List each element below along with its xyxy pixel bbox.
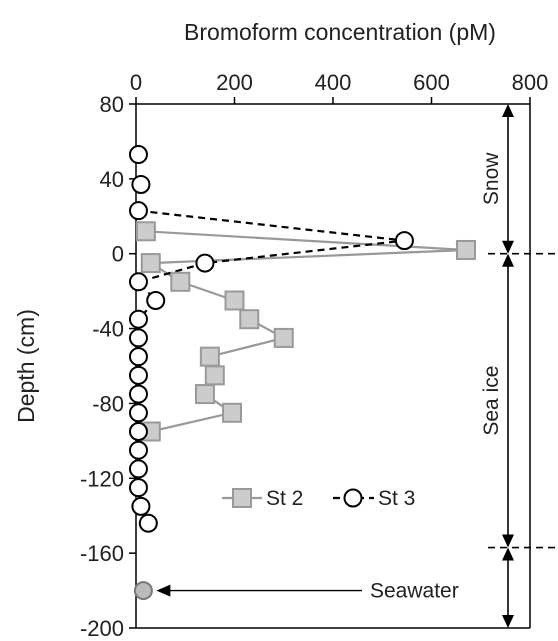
data-point-st3 (128, 201, 148, 221)
data-point-st2 (199, 346, 220, 367)
snow-label: Snow (480, 152, 503, 205)
data-point-st3 (128, 403, 148, 423)
x-tick-label: 800 (512, 70, 549, 95)
data-point-st3 (128, 440, 148, 460)
x-tick-label: 0 (130, 70, 142, 95)
seawater-point (133, 581, 153, 601)
y-tick-label: 80 (100, 92, 124, 117)
x-tick-label: 400 (315, 70, 352, 95)
data-point-st2 (273, 327, 294, 348)
seawater-label: Seawater (370, 580, 459, 603)
data-point-st2 (170, 271, 191, 292)
data-point-st3 (128, 328, 148, 348)
seawater-bracket-head-bottom (502, 615, 514, 628)
data-point-st3 (128, 347, 148, 367)
sea-ice-label: Sea ice (480, 366, 503, 436)
legend-label-st3: St 3 (378, 487, 415, 510)
x-tick-label: 600 (413, 70, 450, 95)
data-point-st2 (140, 253, 161, 274)
y-tick-label: -80 (92, 391, 124, 416)
data-point-st3 (128, 145, 148, 165)
annotation-layer: Snow Sea ice Seawater (156, 104, 556, 628)
seawater-bracket-head-top (502, 547, 514, 561)
data-point-st3 (146, 291, 166, 310)
data-point-st3 (195, 253, 215, 273)
data-point-st3 (128, 309, 148, 329)
data-point-st3 (131, 174, 151, 194)
data-point-st3 (128, 478, 148, 498)
data-point-st2 (222, 402, 243, 423)
data-point-st2 (239, 309, 260, 330)
y-tick-label: -200 (80, 616, 124, 641)
x-tick-label: 200 (216, 70, 253, 95)
legend-marker-st3 (343, 488, 363, 508)
legend-marker-st2 (232, 488, 252, 508)
legend-label-st2: St 2 (266, 487, 303, 510)
sea-ice-bracket-head-bottom (502, 534, 514, 548)
data-point-st3 (128, 459, 148, 479)
series-line-st2 (145, 230, 467, 433)
data-point-st2 (204, 365, 225, 386)
seawater-arrow-head (156, 584, 171, 597)
data-point-st3 (394, 231, 414, 251)
snow-bracket-head-top (502, 104, 514, 117)
y-tick-label: 40 (100, 167, 124, 192)
data-point-st2 (135, 221, 156, 242)
data-point-st2 (455, 239, 476, 260)
data-point-st3 (128, 272, 148, 292)
y-axis-title: Depth (cm) (13, 309, 39, 423)
y-tick-label: -120 (80, 466, 124, 491)
axes-layer: Bromoform concentration (pM) Depth (cm) (13, 19, 531, 629)
sea-ice-bracket-head-top (502, 253, 514, 267)
y-tick-label: -160 (80, 541, 124, 566)
data-point-st3 (128, 422, 148, 441)
data-point-st2 (194, 384, 215, 405)
data-point-st3 (128, 365, 148, 385)
x-axis-title: Bromoform concentration (pM) (184, 19, 496, 45)
y-tick-label: 0 (112, 242, 124, 267)
snow-bracket-head-bottom (502, 240, 514, 254)
data-point-st2 (224, 290, 245, 311)
legend: St 2 St 3 (222, 487, 415, 510)
data-point-st3 (131, 496, 151, 516)
series-layer (128, 145, 476, 601)
data-point-st3 (128, 384, 148, 404)
y-tick-label: -40 (92, 317, 124, 342)
data-point-st3 (138, 513, 158, 533)
